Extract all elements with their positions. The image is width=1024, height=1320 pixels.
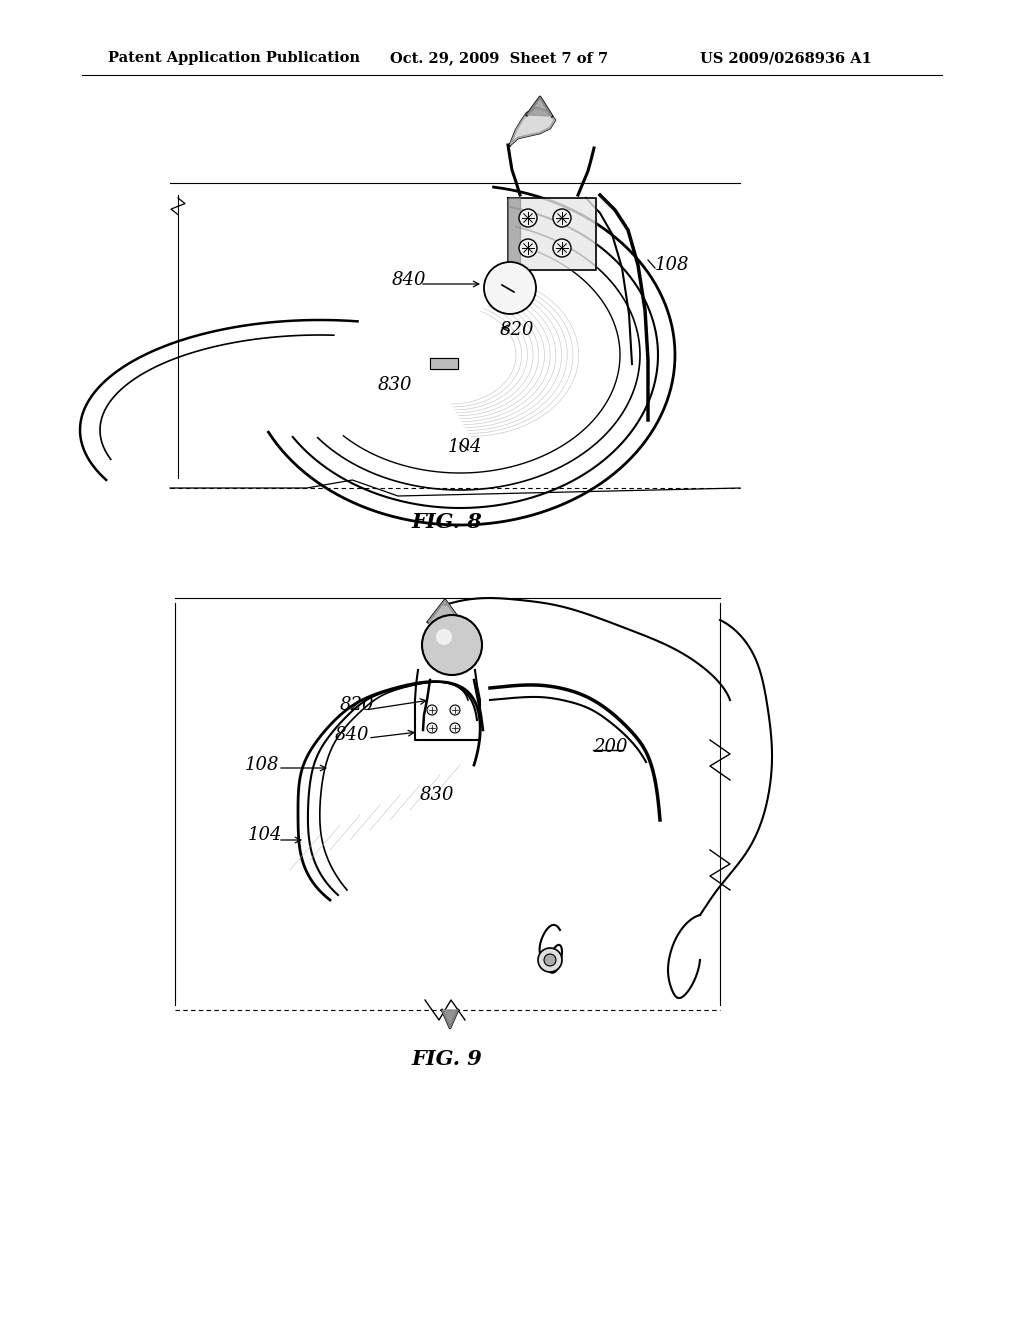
Circle shape (553, 239, 571, 257)
Polygon shape (527, 96, 552, 116)
Text: 830: 830 (420, 785, 455, 804)
Circle shape (519, 239, 537, 257)
Circle shape (519, 209, 537, 227)
Circle shape (484, 261, 536, 314)
Text: Patent Application Publication: Patent Application Publication (108, 51, 360, 65)
Text: 840: 840 (335, 726, 370, 744)
Text: FIG. 8: FIG. 8 (412, 512, 482, 532)
Text: FIG. 9: FIG. 9 (412, 1049, 482, 1069)
Polygon shape (430, 358, 458, 370)
Text: 840: 840 (392, 271, 427, 289)
Text: 820: 820 (340, 696, 375, 714)
Polygon shape (428, 601, 462, 623)
Circle shape (436, 630, 452, 645)
Circle shape (450, 723, 460, 733)
Polygon shape (442, 1010, 458, 1028)
Text: 830: 830 (378, 376, 413, 393)
Text: US 2009/0268936 A1: US 2009/0268936 A1 (700, 51, 871, 65)
Text: 200: 200 (593, 738, 628, 756)
Polygon shape (510, 108, 555, 145)
Circle shape (427, 723, 437, 733)
Circle shape (538, 948, 562, 972)
Circle shape (427, 705, 437, 715)
Circle shape (422, 615, 482, 675)
Text: 108: 108 (245, 756, 280, 774)
Circle shape (544, 954, 556, 966)
Polygon shape (508, 198, 596, 271)
Text: 820: 820 (500, 321, 535, 339)
Polygon shape (508, 198, 520, 271)
Text: 108: 108 (655, 256, 689, 275)
Circle shape (450, 705, 460, 715)
Text: 104: 104 (449, 438, 482, 455)
Text: 104: 104 (248, 826, 283, 843)
Circle shape (553, 209, 571, 227)
Text: Oct. 29, 2009  Sheet 7 of 7: Oct. 29, 2009 Sheet 7 of 7 (390, 51, 608, 65)
